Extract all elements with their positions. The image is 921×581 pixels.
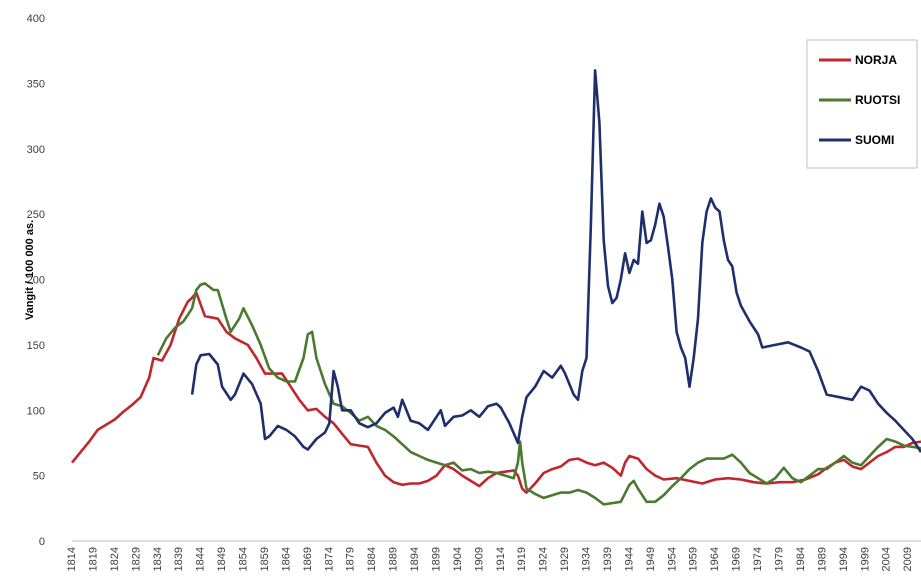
x-tick-label: 1999 [859,547,871,571]
x-tick-label: 1879 [345,547,357,571]
x-tick-label: 1819 [87,547,99,571]
x-tick-label: 2004 [881,547,893,571]
x-tick-label: 1824 [109,547,121,571]
y-tick-label: 300 [27,144,45,156]
x-tick-label: 1924 [538,547,550,571]
y-tick-label: 350 [27,78,45,90]
x-tick-label: 1854 [238,547,250,571]
x-tick-label: 1889 [388,547,400,571]
series-layer [70,69,921,506]
x-tick-label: 1949 [645,547,657,571]
x-tick-label: 1899 [430,547,442,571]
x-tick-label: 1869 [302,547,314,571]
y-tick-label: 400 [27,13,45,25]
x-tick-label: 1969 [731,547,743,571]
x-tick-label: 1984 [795,547,807,571]
x-tick-label: 1849 [216,547,228,571]
x-tick-label: 1914 [495,547,507,571]
x-tick-label: 1989 [816,547,828,571]
x-tick-label: 1929 [559,547,571,571]
x-tick-label: 1874 [323,547,335,571]
x-tick-label: 1959 [688,547,700,571]
x-axis: 1814 1819 1824 1829 1834 1839 1844 1849 1854 1859… [66,540,921,571]
y-axis: 0 50 100 150 200 250 300 350 400 [27,13,45,548]
y-tick-label: 0 [39,536,45,548]
x-tick-label: 1839 [173,547,185,571]
x-tick-label: 1814 [66,547,78,571]
x-tick-label: 1939 [602,547,614,571]
y-tick-label: 50 [33,471,45,483]
x-tick-label: 1944 [623,547,635,571]
x-tick-label: 1884 [366,547,378,571]
x-tick-label: 1844 [195,547,207,571]
y-tick-label: 150 [27,340,45,352]
x-tick-label: 1954 [666,547,678,571]
x-tick-label: 1919 [516,547,528,571]
legend-items: NORJA RUOTSI SUOMI [819,53,900,147]
legend-label-ruotsi: RUOTSI [855,93,900,107]
x-tick-label: 1979 [774,547,786,571]
x-tick-label: 1994 [838,547,850,571]
series-line-ruotsi [156,282,921,506]
x-tick-label: 1909 [473,547,485,571]
x-tick-label: 1859 [259,547,271,571]
legend: NORJA RUOTSI SUOMI [806,39,918,169]
y-tick-label: 100 [27,405,45,417]
x-tick-label: 1894 [409,547,421,571]
y-tick-label: 200 [27,275,45,287]
y-tick-label: 250 [27,209,45,221]
x-tick-label: 1964 [709,547,721,571]
series-line-suomi [190,69,921,453]
legend-label-norja: NORJA [855,53,897,67]
x-tick-label: 1974 [752,547,764,571]
x-tick-label: 1934 [581,547,593,571]
series-line-norja [70,291,921,494]
legend-label-suomi: SUOMI [855,133,894,147]
x-tick-label: 1864 [280,547,292,571]
x-tick-label: 1829 [130,547,142,571]
x-tick-label: 1904 [452,547,464,571]
x-tick-label: 1834 [152,547,164,571]
x-tick-label: 2009 [902,547,914,571]
y-axis-title: Vangit / 100 000 as. [24,220,36,320]
